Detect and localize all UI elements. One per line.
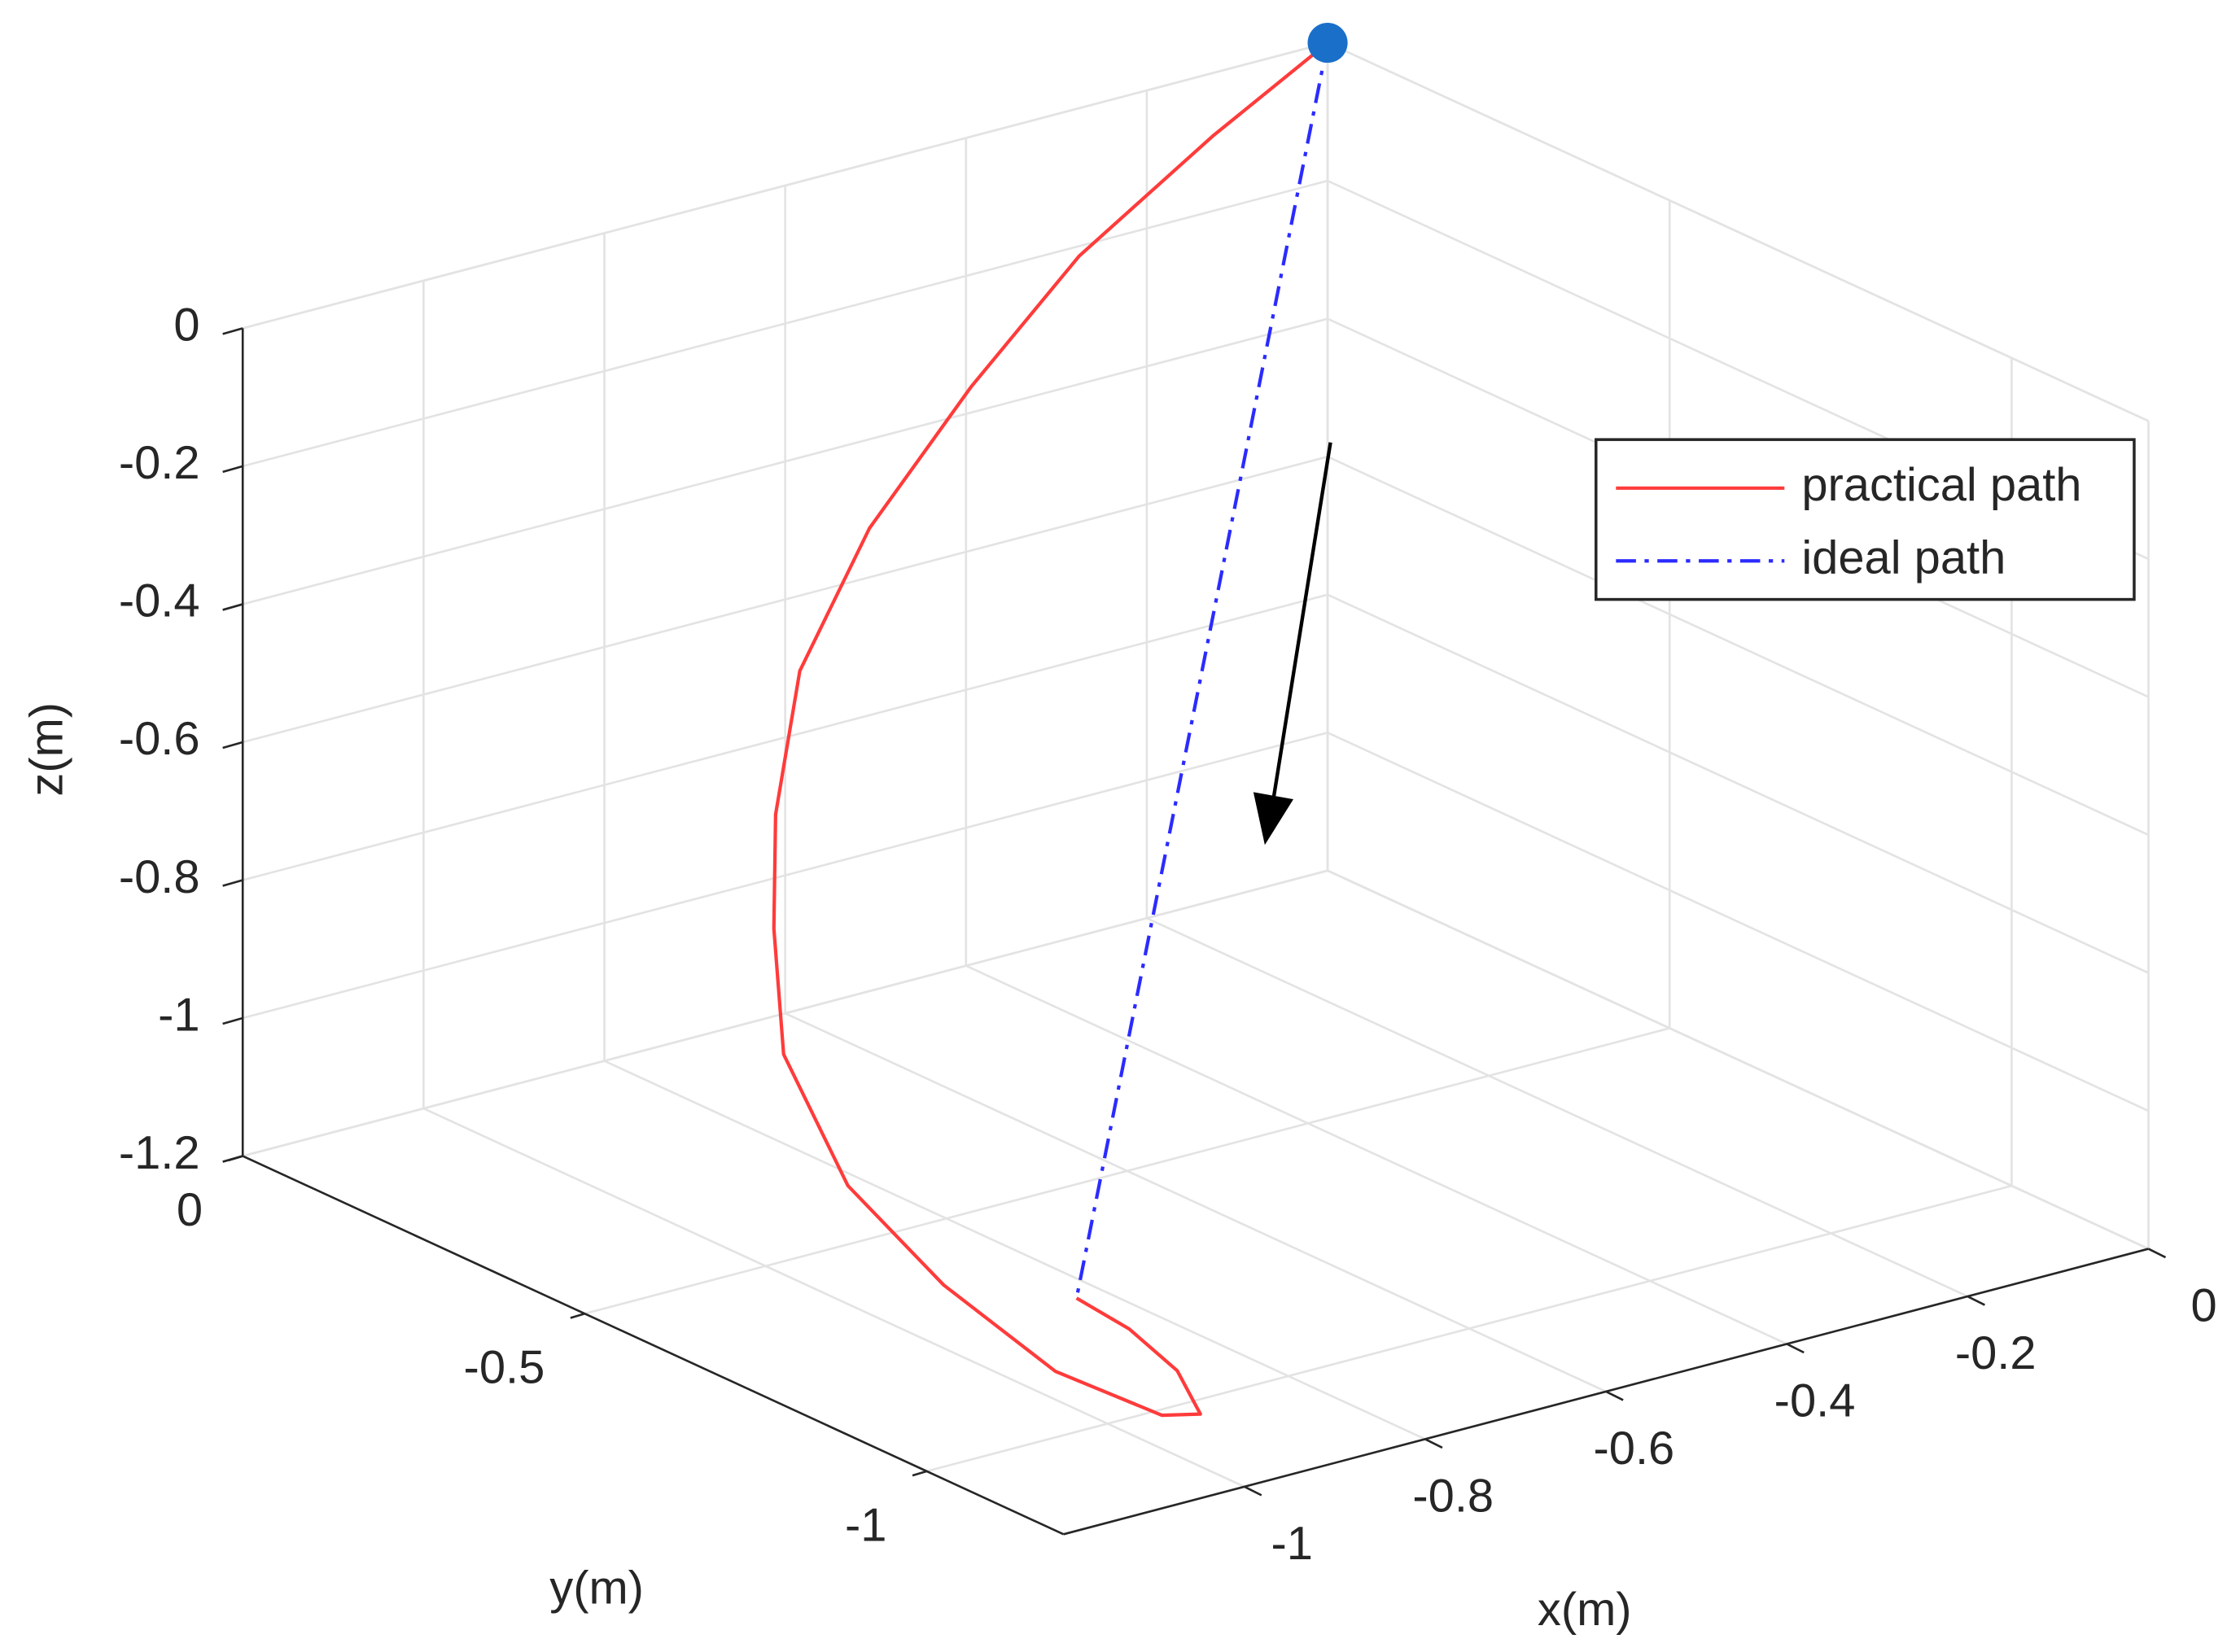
legend-box bbox=[1595, 438, 2136, 601]
z-tick-label: -0.2 bbox=[119, 437, 200, 489]
arrow-shaft bbox=[1271, 442, 1332, 800]
x-tick bbox=[1244, 1485, 1262, 1497]
z-tick bbox=[222, 327, 243, 335]
grid-line bbox=[1327, 869, 2150, 1250]
grid-line bbox=[965, 964, 1787, 1345]
legend: practical path ideal path bbox=[1595, 438, 2136, 601]
x-tick bbox=[1967, 1295, 1985, 1306]
z-tick-label: -0.4 bbox=[119, 575, 200, 627]
grid-line bbox=[1327, 593, 2150, 974]
grid-line bbox=[242, 869, 1328, 1157]
y-tick-label: 0 bbox=[177, 1184, 203, 1236]
axes-layer: -1.2 -1 -0.8 -0.6 -0.4 -0.2 0 -1 -0.5 0 -1 -0.8 -0.6… bbox=[119, 299, 2217, 1570]
grid-line bbox=[1327, 42, 2150, 422]
x-tick-label: -0.2 bbox=[1955, 1327, 2037, 1379]
z-tick bbox=[222, 603, 243, 611]
z-tick bbox=[222, 741, 243, 750]
z-tick bbox=[222, 465, 243, 474]
y-tick-label: -1 bbox=[845, 1499, 886, 1551]
series-line bbox=[1074, 42, 1330, 1299]
annotation-arrow bbox=[1253, 442, 1332, 846]
grid-line bbox=[242, 42, 1328, 330]
grid-line bbox=[1327, 456, 2150, 837]
z-tick bbox=[222, 879, 243, 887]
legend-label: ideal path bbox=[1801, 532, 2006, 584]
plot-layer bbox=[772, 23, 1348, 1418]
y-tick bbox=[570, 1312, 585, 1319]
y-tick bbox=[912, 1470, 927, 1477]
series-line bbox=[772, 41, 1329, 1418]
y-tick bbox=[228, 1155, 243, 1162]
y-tick-label: -0.5 bbox=[464, 1342, 545, 1394]
grid-line bbox=[785, 1012, 1607, 1393]
grid-line bbox=[242, 593, 1328, 881]
grid-line bbox=[242, 179, 1328, 468]
grid-line bbox=[926, 1184, 2012, 1473]
x-tick-label: 0 bbox=[2190, 1279, 2216, 1331]
z-tick bbox=[222, 1016, 243, 1025]
grid-line bbox=[1146, 917, 1968, 1298]
x-tick bbox=[1605, 1390, 1624, 1401]
x-tick bbox=[1424, 1438, 1443, 1449]
z-tick-label: -0.6 bbox=[119, 713, 200, 765]
grid-line bbox=[584, 1027, 1670, 1315]
grid-layer bbox=[242, 42, 2150, 1488]
x-tick-label: -1 bbox=[1271, 1518, 1312, 1570]
z-tick-label: -1 bbox=[158, 989, 199, 1041]
z-axis-label: z(m) bbox=[21, 702, 73, 797]
x-tick-label: -0.8 bbox=[1412, 1470, 1494, 1522]
x-tick-label: -0.4 bbox=[1774, 1374, 1856, 1427]
x-axis-label: x(m) bbox=[1538, 1584, 1632, 1636]
z-tick-label: 0 bbox=[173, 299, 199, 352]
grid-line bbox=[242, 732, 1328, 1020]
start-marker bbox=[1307, 23, 1348, 63]
grid-line bbox=[422, 1107, 1245, 1488]
z-tick-label: -0.8 bbox=[119, 851, 200, 903]
x-tick-label: -0.6 bbox=[1594, 1423, 1675, 1475]
z-tick-label: -1.2 bbox=[119, 1127, 200, 1179]
grid-line bbox=[1327, 732, 2150, 1112]
x-tick bbox=[1786, 1343, 1805, 1354]
grid-line bbox=[603, 1060, 1426, 1440]
grid-line bbox=[242, 317, 1328, 605]
x-tick bbox=[2147, 1248, 2167, 1259]
legend-label: practical path bbox=[1801, 459, 2081, 511]
arrow-head bbox=[1253, 792, 1293, 846]
y-axis bbox=[242, 1155, 1065, 1536]
y-axis-label: y(m) bbox=[549, 1562, 644, 1615]
grid-line bbox=[242, 455, 1328, 744]
